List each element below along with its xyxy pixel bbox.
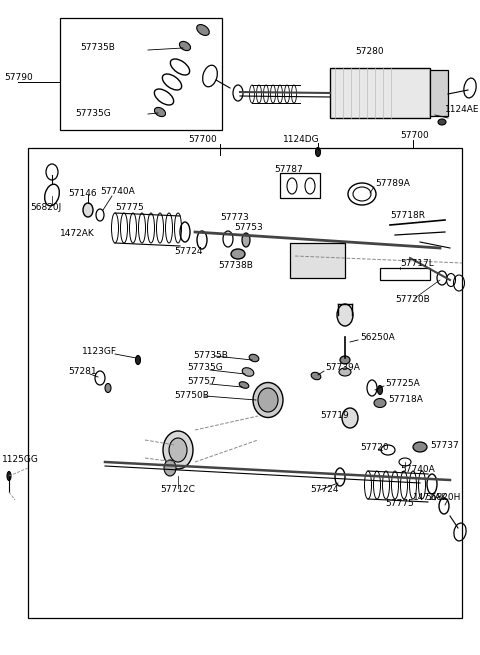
- Text: 57740A: 57740A: [400, 466, 435, 474]
- Text: 57724: 57724: [310, 485, 338, 495]
- Ellipse shape: [311, 372, 321, 380]
- Bar: [330, 68, 430, 118]
- Text: 57773: 57773: [220, 214, 249, 223]
- Bar: [430, 70, 448, 116]
- Ellipse shape: [169, 438, 187, 462]
- Text: 57719: 57719: [320, 411, 349, 419]
- Bar: [60, 18, 222, 130]
- Ellipse shape: [239, 382, 249, 388]
- Text: 57753: 57753: [234, 223, 263, 233]
- Bar: [290, 243, 345, 278]
- Text: 1125GG: 1125GG: [2, 455, 39, 464]
- Bar: [280, 173, 320, 198]
- Text: 1124DG: 1124DG: [283, 136, 320, 145]
- Text: 57738B: 57738B: [218, 261, 253, 269]
- Ellipse shape: [155, 107, 166, 117]
- Text: 57775: 57775: [385, 500, 414, 508]
- Ellipse shape: [249, 354, 259, 362]
- Text: 57775: 57775: [115, 204, 144, 212]
- Text: 57740A: 57740A: [100, 187, 135, 196]
- Text: 56820J: 56820J: [30, 204, 61, 212]
- Ellipse shape: [315, 147, 321, 157]
- Text: 57750B: 57750B: [174, 390, 209, 400]
- Ellipse shape: [253, 383, 283, 417]
- Text: 57787: 57787: [274, 166, 303, 174]
- Text: 57718A: 57718A: [388, 396, 423, 405]
- Text: 57735G: 57735G: [75, 109, 111, 119]
- Ellipse shape: [105, 383, 111, 392]
- Text: 57700: 57700: [400, 130, 429, 140]
- Text: 57735B: 57735B: [80, 43, 115, 52]
- Ellipse shape: [413, 442, 427, 452]
- Text: 57790: 57790: [4, 73, 33, 83]
- Bar: [380, 268, 430, 280]
- Text: 57712C: 57712C: [160, 485, 195, 495]
- Ellipse shape: [339, 368, 351, 376]
- Text: 57725A: 57725A: [385, 379, 420, 388]
- Ellipse shape: [242, 233, 250, 247]
- Ellipse shape: [163, 431, 193, 469]
- Ellipse shape: [164, 460, 176, 476]
- Ellipse shape: [374, 398, 386, 407]
- Ellipse shape: [258, 388, 278, 412]
- Text: 1124AE: 1124AE: [445, 105, 480, 115]
- Text: 57757: 57757: [187, 377, 216, 386]
- Text: 57789A: 57789A: [375, 179, 410, 187]
- Ellipse shape: [83, 203, 93, 217]
- Ellipse shape: [438, 119, 446, 125]
- Text: 1472AK: 1472AK: [413, 493, 448, 502]
- Ellipse shape: [197, 24, 209, 35]
- Ellipse shape: [377, 386, 383, 394]
- Ellipse shape: [231, 249, 245, 259]
- Text: 57281: 57281: [68, 367, 96, 377]
- Text: 56820H: 56820H: [425, 493, 460, 502]
- Text: 57146: 57146: [68, 189, 96, 198]
- Text: 57735B: 57735B: [193, 350, 228, 360]
- Text: 57737: 57737: [430, 441, 459, 449]
- Text: 57739A: 57739A: [325, 364, 360, 373]
- Ellipse shape: [337, 304, 353, 326]
- Text: 57718R: 57718R: [390, 210, 425, 219]
- Ellipse shape: [180, 41, 191, 50]
- Ellipse shape: [242, 367, 254, 376]
- Text: 57280: 57280: [355, 48, 384, 56]
- Bar: [28, 148, 462, 618]
- Text: 57700: 57700: [188, 136, 217, 145]
- Text: 57735G: 57735G: [187, 364, 223, 373]
- Text: 57720: 57720: [360, 443, 389, 453]
- Ellipse shape: [135, 356, 141, 364]
- Text: 57717L: 57717L: [400, 259, 434, 269]
- Ellipse shape: [342, 408, 358, 428]
- Ellipse shape: [340, 356, 350, 364]
- Text: 1123GF: 1123GF: [82, 348, 117, 356]
- Text: 57720B: 57720B: [395, 295, 430, 305]
- Ellipse shape: [7, 472, 11, 481]
- Text: 1472AK: 1472AK: [60, 229, 95, 238]
- Text: 57724: 57724: [174, 248, 203, 257]
- Text: 56250A: 56250A: [360, 333, 395, 343]
